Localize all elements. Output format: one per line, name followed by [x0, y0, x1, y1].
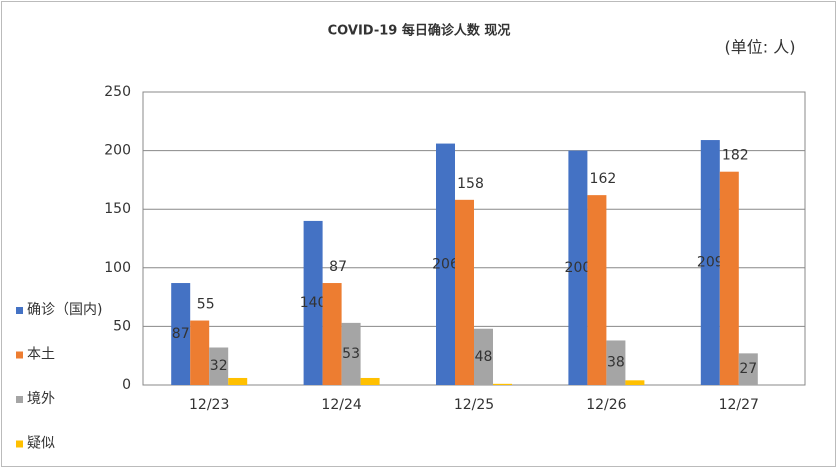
data-label: 200 — [565, 260, 592, 276]
legend-label: 境外 — [27, 391, 55, 407]
x-tick-label: 12/26 — [586, 397, 626, 413]
bar — [341, 322, 361, 385]
data-label: 87 — [172, 326, 190, 342]
data-label: 209 — [697, 255, 724, 271]
data-label: 182 — [722, 148, 749, 164]
data-label: 140 — [300, 295, 327, 311]
y-tick-label: 150 — [104, 201, 131, 217]
y-tick-label: 200 — [104, 143, 131, 159]
bar — [303, 220, 323, 385]
x-tick-label: 12/24 — [321, 397, 361, 413]
legend-swatch — [16, 440, 23, 448]
bar — [474, 328, 493, 385]
bar — [171, 283, 191, 385]
bar — [568, 150, 588, 385]
data-label: 87 — [329, 259, 347, 275]
bar — [587, 195, 607, 385]
legend-label: 确诊（国内) — [27, 302, 102, 318]
data-label: 206 — [432, 256, 459, 272]
legend-swatch — [16, 396, 23, 403]
legend-swatch — [16, 307, 23, 314]
unit-note: (单位: 人) — [725, 38, 796, 57]
bar — [436, 143, 455, 385]
x-tick-label: 12/25 — [454, 397, 494, 413]
legend-swatch — [16, 351, 23, 359]
bar — [738, 353, 758, 385]
data-label: 27 — [739, 361, 757, 377]
data-label: 38 — [607, 355, 625, 371]
bar — [209, 347, 229, 385]
data-label: 48 — [475, 349, 493, 365]
bar — [493, 383, 512, 385]
x-tick-label: 12/23 — [189, 397, 229, 413]
bar — [322, 283, 342, 385]
y-tick-label: 50 — [113, 318, 131, 334]
bar — [190, 320, 210, 385]
chart-title: COVID-19 每日确诊人数 现况 — [328, 23, 511, 39]
y-tick-label: 250 — [104, 84, 131, 100]
x-tick-label: 12/27 — [719, 397, 759, 413]
data-label: 55 — [197, 297, 215, 313]
bar — [228, 377, 248, 385]
data-label: 162 — [590, 171, 617, 187]
y-tick-label: 0 — [122, 377, 131, 393]
legend-label: 本土 — [27, 347, 55, 363]
data-label: 158 — [457, 176, 484, 192]
bar — [606, 340, 626, 385]
bar — [360, 377, 380, 385]
legend-label: 疑似 — [27, 436, 55, 452]
bar — [719, 171, 739, 385]
bar — [455, 199, 474, 385]
bar — [625, 380, 645, 385]
data-label: 53 — [342, 346, 360, 362]
bar — [700, 140, 720, 385]
data-label: 32 — [210, 358, 228, 374]
y-tick-label: 100 — [104, 260, 131, 276]
